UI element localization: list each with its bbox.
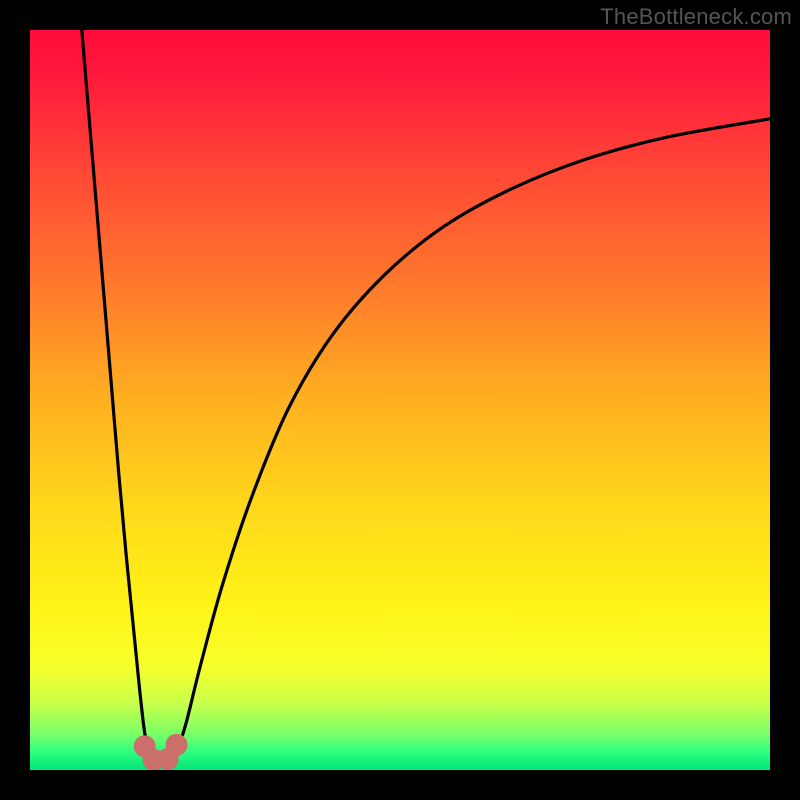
chart-frame: TheBottleneck.com [0,0,800,800]
watermark-text: TheBottleneck.com [600,4,792,30]
plot-area [30,30,770,770]
gradient-background [30,30,770,770]
valley-marker [166,734,188,756]
plot-svg [30,30,770,770]
